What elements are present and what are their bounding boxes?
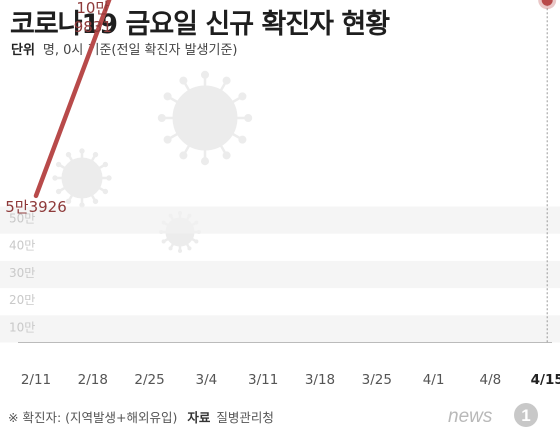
virus-spike-tip: [194, 239, 199, 244]
virus-spike-tip: [55, 161, 62, 168]
unit-label: 단위: [11, 43, 35, 58]
footnote-text: ※ 확진자: (지역발생+해외유입): [8, 410, 178, 425]
virus-spike-tip: [244, 113, 253, 123]
virus-spike-tip: [200, 157, 210, 166]
x-tick-label: 3/4: [196, 372, 218, 388]
y-tick-label: 20만: [9, 293, 35, 307]
virus-spike-tip: [102, 161, 109, 168]
grid-band: [0, 206, 560, 234]
grid-band: [0, 315, 560, 343]
y-tick-label: 40만: [9, 239, 35, 253]
grid-band: [0, 260, 560, 289]
virus-spike-tip: [238, 135, 247, 144]
virus-spike-tip: [92, 151, 99, 158]
news1-logo: news 1: [448, 403, 538, 427]
virus-spike-tip: [157, 113, 166, 123]
virus-spike-tip: [238, 92, 247, 101]
virus-icon: [52, 148, 112, 208]
data-label: 9831: [74, 18, 112, 36]
chart-title: 코로나19 금요일 신규 확진자 현황: [10, 9, 390, 40]
virus-spike-tip: [79, 148, 85, 154]
x-tick-label: 4/8: [480, 372, 502, 388]
source-text: 질병관리청: [216, 410, 274, 425]
virus-body: [172, 85, 238, 151]
grid-bands: [0, 206, 560, 343]
data-labels: 5만392610만983116만589026만684728만297440만687…: [5, 0, 112, 216]
x-tick-label: 3/11: [248, 372, 278, 388]
svg-text:news: news: [448, 406, 493, 427]
virus-spike-tip: [106, 175, 112, 181]
footnote: ※ 확진자: (지역발생+해외유입) 자료 질병관리청: [8, 407, 274, 426]
virus-spike-tip: [102, 188, 109, 195]
virus-body: [61, 157, 103, 199]
virus-spike-tip: [65, 151, 72, 158]
x-tick-label: 2/25: [134, 372, 164, 388]
virus-spike-tip: [92, 198, 99, 205]
x-axis: 2/11 2/18 2/25 3/4 3/11 3/18 3/25 4/1 4/8 4/15: [18, 0, 560, 388]
y-tick-label: 30만: [9, 266, 35, 280]
y-axis: 10만 20만 30만 40만 50만: [9, 212, 35, 335]
series: [33, 0, 557, 199]
virus-spike-tip: [200, 70, 210, 79]
virus-spike-tip: [55, 188, 62, 195]
virus-spike-tip: [179, 151, 188, 160]
virus-spike-tip: [65, 198, 72, 205]
virus-spike-tip: [222, 151, 231, 160]
x-tick-label: 4/1: [423, 372, 445, 388]
virus-spike-tip: [168, 246, 173, 251]
virus-spike-tip: [163, 135, 172, 144]
svg-text:1: 1: [521, 406, 530, 425]
virus-spike-tip: [163, 92, 172, 101]
data-label: 5만3926: [5, 198, 67, 216]
y-tick-label: 50만: [9, 212, 35, 226]
x-tick-label: 4/15: [531, 372, 560, 388]
x-tick-label: 3/18: [305, 372, 335, 388]
virus-spike-tip: [161, 239, 166, 244]
highlight-point: [541, 0, 553, 6]
virus-spike-tip: [177, 248, 183, 253]
data-label: 10만: [76, 0, 109, 17]
source-label: 자료: [187, 410, 211, 425]
virus-icon: [157, 70, 253, 166]
virus-spike-tip: [187, 246, 192, 251]
series-line: [33, 0, 550, 199]
y-tick-label: 10만: [9, 320, 35, 334]
x-tick-label: 2/18: [78, 372, 108, 388]
virus-spike-tip: [222, 76, 231, 85]
virus-spike-tip: [179, 76, 188, 85]
x-tick-label: 2/11: [21, 372, 51, 388]
virus-spike-tip: [52, 175, 58, 181]
x-tick-label: 3/25: [362, 372, 392, 388]
